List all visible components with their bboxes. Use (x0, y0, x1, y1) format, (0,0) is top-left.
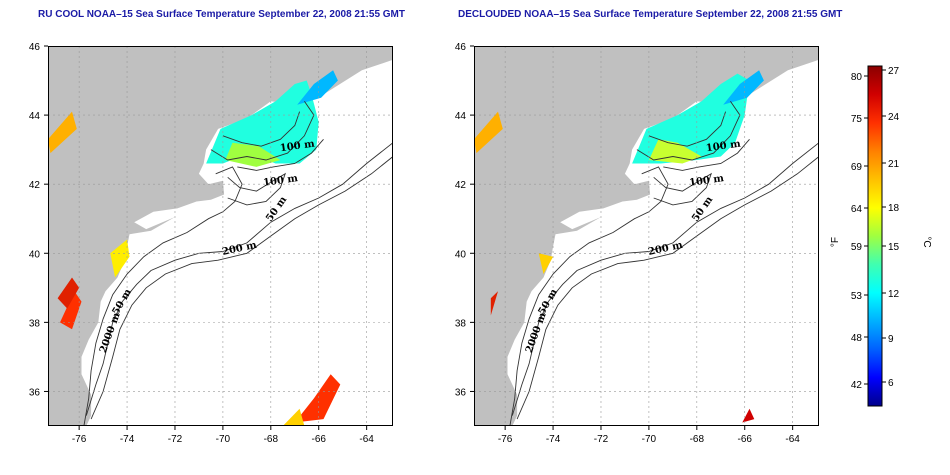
patch-georges-bank (225, 142, 281, 167)
fahrenheit-unit-label: °F (830, 237, 841, 247)
celsius-tick-label: 15 (888, 242, 900, 253)
bathymetry-contour (653, 172, 713, 206)
longitude-tick-label: -66 (738, 434, 753, 445)
patch-south-east (294, 374, 341, 423)
patch-new-jersey (110, 239, 130, 278)
latitude-tick-label: 40 (455, 249, 467, 260)
bathymetry-contour (83, 166, 243, 426)
patch-northwest-land (474, 111, 503, 154)
longitude-tick-label: -66 (312, 434, 327, 445)
celsius-tick-label: 9 (888, 334, 894, 345)
bathymetry-contour (511, 142, 819, 416)
longitude-tick-label: -74 (546, 434, 561, 445)
celsius-tick-label: 21 (888, 159, 900, 170)
map-frame (474, 46, 819, 426)
temperature-colorbar: 80 75 69 64 59 53 48 42 27 24 21 18 15 12 9 6 °F °C (830, 65, 932, 407)
longitude-tick-label: -72 (594, 434, 609, 445)
contour-depth-label: 100 m (279, 139, 316, 155)
axis-labels: -76 -74 -72 -70 -68 -66 -64 36 38 40 42 44 46 (29, 42, 374, 445)
celsius-unit-label: °C (921, 236, 932, 247)
left-panel-title: RU COOL NOAA–15 Sea Surface Temperature … (38, 9, 405, 20)
celsius-tick-label: 27 (888, 66, 900, 77)
patch-outer-banks (57, 277, 80, 309)
latitude-tick-label: 42 (455, 180, 467, 191)
fahrenheit-tick-label: 80 (851, 72, 863, 83)
longitude-tick-label: -68 (264, 434, 279, 445)
contour-depth-label: 100 m (705, 139, 742, 155)
bathymetry-contour (85, 142, 393, 416)
fahrenheit-tick-label: 48 (851, 333, 863, 344)
longitude-tick-label: -64 (359, 434, 374, 445)
longitude-tick-label: -72 (168, 434, 183, 445)
celsius-tick-label: 12 (888, 289, 900, 300)
bathymetry-contour (636, 101, 741, 161)
patch-bay-of-fundy (723, 70, 764, 105)
longitude-tick-label: -76 (72, 434, 87, 445)
patch-georges-bank (648, 139, 702, 164)
fahrenheit-tick-label: 53 (851, 291, 863, 302)
patch-gulf-of-maine (206, 80, 319, 164)
latitude-tick-label: 42 (29, 180, 41, 191)
fahrenheit-tick-label: 75 (851, 114, 863, 125)
longitude-tick-label: -74 (120, 434, 135, 445)
land-mass (48, 46, 393, 426)
patch-south-east (742, 408, 755, 423)
bathymetry-contour (509, 166, 669, 426)
latitude-tick-label: 38 (29, 318, 41, 329)
celsius-tick-label: 6 (888, 378, 894, 389)
fahrenheit-tick-label: 59 (851, 242, 863, 253)
colorbar-gradient (867, 65, 883, 407)
fahrenheit-tick-label: 42 (851, 380, 863, 391)
latitude-tick-label: 40 (29, 249, 41, 260)
bathymetry-contour (227, 172, 287, 206)
contour-depth-label: 100 m (689, 173, 726, 189)
land-mass (474, 46, 819, 426)
celsius-tick-label: 24 (888, 112, 900, 123)
patch-bay-of-fundy (297, 70, 338, 105)
bathymetry-contour (516, 156, 819, 420)
longitude-tick-label: -76 (498, 434, 513, 445)
longitude-tick-label: -64 (785, 434, 800, 445)
longitude-tick-label: -70 (642, 434, 657, 445)
patch-chesapeake (60, 291, 82, 330)
fahrenheit-tick-label: 69 (851, 162, 863, 173)
patch-northwest-land (48, 111, 77, 154)
axis-labels: -76 -74 -72 -70 -68 -66 -64 36 38 40 42 44 46 (455, 42, 800, 445)
latitude-tick-label: 46 (455, 42, 467, 53)
latitude-tick-label: 36 (455, 387, 467, 398)
map-frame (48, 46, 393, 426)
bathymetry-contour (210, 101, 315, 161)
fahrenheit-tick-label: 64 (851, 204, 863, 215)
bathymetry-contour (237, 139, 324, 171)
longitude-tick-label: -70 (216, 434, 231, 445)
latitude-tick-label: 36 (29, 387, 41, 398)
latitude-tick-label: 44 (455, 111, 467, 122)
latitude-tick-label: 38 (455, 318, 467, 329)
bathymetry-contour (90, 156, 393, 420)
latitude-tick-label: 46 (29, 42, 41, 53)
latitude-tick-label: 44 (29, 111, 41, 122)
contour-depth-label: 100 m (263, 173, 300, 189)
patch-south-east-2 (282, 408, 305, 426)
longitude-tick-label: -68 (690, 434, 705, 445)
bathymetry-contour (663, 139, 750, 171)
right-panel-title: DECLOUDED NOAA–15 Sea Surface Temperatur… (458, 9, 843, 20)
celsius-tick-label: 18 (888, 203, 900, 214)
